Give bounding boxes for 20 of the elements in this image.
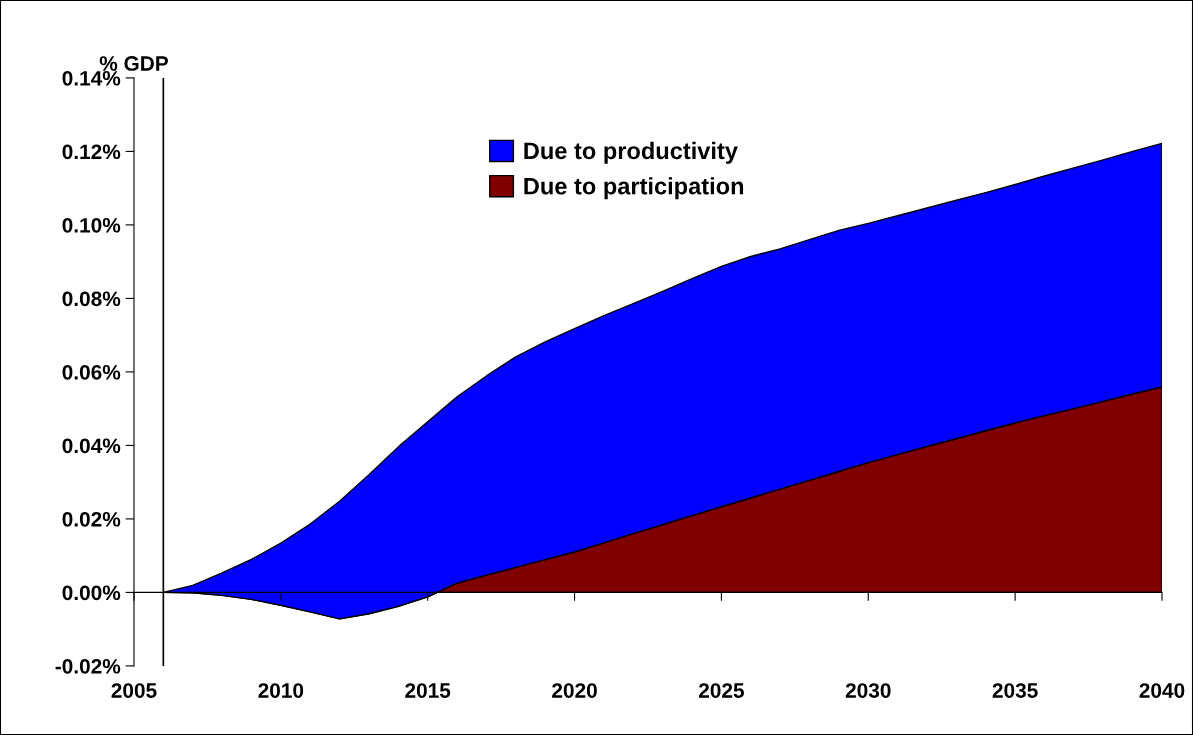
y-tick-label: 0.02%: [62, 511, 121, 527]
legend-label: Due to participation: [524, 177, 744, 200]
y-tick-label: -0.02%: [55, 658, 121, 674]
x-tick-label: 2015: [405, 683, 451, 698]
y-tick-label: 0.00%: [62, 585, 121, 601]
x-tick-label: 2025: [698, 683, 744, 698]
y-tick-label: 0.10%: [62, 217, 121, 233]
x-tick-label: 2040: [1139, 683, 1185, 698]
y-tick-label: 0.04%: [62, 438, 121, 454]
x-tick-label: 2005: [111, 683, 157, 698]
legend-label: Due to productivity: [524, 141, 738, 164]
y-axis-title: % GDP: [99, 56, 168, 71]
y-tick-label: 0.08%: [62, 291, 121, 307]
y-tick-label: 0.06%: [62, 364, 121, 380]
x-tick-label: 2030: [845, 683, 891, 698]
x-tick-label: 2010: [258, 683, 304, 698]
x-tick-label: 2035: [992, 683, 1038, 698]
y-tick-label: 0.12%: [62, 144, 121, 160]
y-tick-label: 0.14%: [62, 70, 121, 86]
x-tick-label: 2020: [552, 683, 597, 698]
